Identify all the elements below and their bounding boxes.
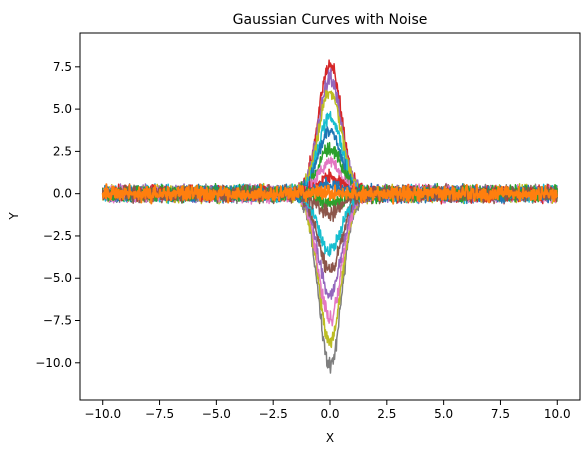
chart-title: Gaussian Curves with Noise xyxy=(233,12,428,28)
y-tick-label: −5.0 xyxy=(43,271,72,285)
x-tick-label: 5.0 xyxy=(434,407,453,421)
x-tick-label: 0.0 xyxy=(320,407,339,421)
x-tick-label: −5.0 xyxy=(202,407,231,421)
series-line xyxy=(101,184,558,349)
y-tick-label: −7.5 xyxy=(43,314,72,328)
series-line xyxy=(101,68,558,205)
x-tick-label: 2.5 xyxy=(377,407,396,421)
y-tick-label: −2.5 xyxy=(43,229,72,243)
x-tick-label: −7.5 xyxy=(145,407,174,421)
series-lines xyxy=(101,59,559,374)
y-tick-label: −10.0 xyxy=(35,356,72,370)
x-tick-label: 10.0 xyxy=(544,407,571,421)
x-axis-label: X xyxy=(326,431,334,445)
x-tick-label: −10.0 xyxy=(84,407,121,421)
x-tick-label: 7.5 xyxy=(491,407,510,421)
y-axis: −10.0 −7.5 −5.0 −2.5 0.0 2.5 5.0 7.5 xyxy=(35,60,80,370)
y-tick-label: 7.5 xyxy=(53,60,72,74)
x-tick-label: −2.5 xyxy=(259,407,288,421)
y-tick-label: 0.0 xyxy=(53,187,72,201)
series-line xyxy=(101,182,559,205)
y-tick-label: 2.5 xyxy=(53,144,72,158)
x-axis: −10.0 −7.5 −5.0 −2.5 0.0 2.5 5.0 7.5 10.0 xyxy=(84,400,571,421)
y-axis-label: Y xyxy=(7,212,21,221)
y-tick-label: 5.0 xyxy=(53,102,72,116)
